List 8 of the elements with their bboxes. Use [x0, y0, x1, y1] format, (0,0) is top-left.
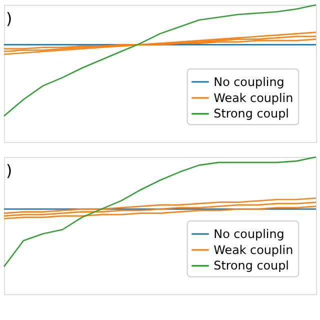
- annotation: ): [6, 160, 12, 180]
- legend-label: No coupling: [214, 226, 284, 241]
- legend-label: Strong coupl: [214, 106, 289, 121]
- legend-label: No coupling: [214, 74, 284, 89]
- legend-label: Weak couplin: [214, 242, 294, 257]
- legend-label: Weak couplin: [214, 90, 294, 105]
- legend-label: Strong coupl: [214, 258, 289, 273]
- annotation: ): [6, 8, 12, 28]
